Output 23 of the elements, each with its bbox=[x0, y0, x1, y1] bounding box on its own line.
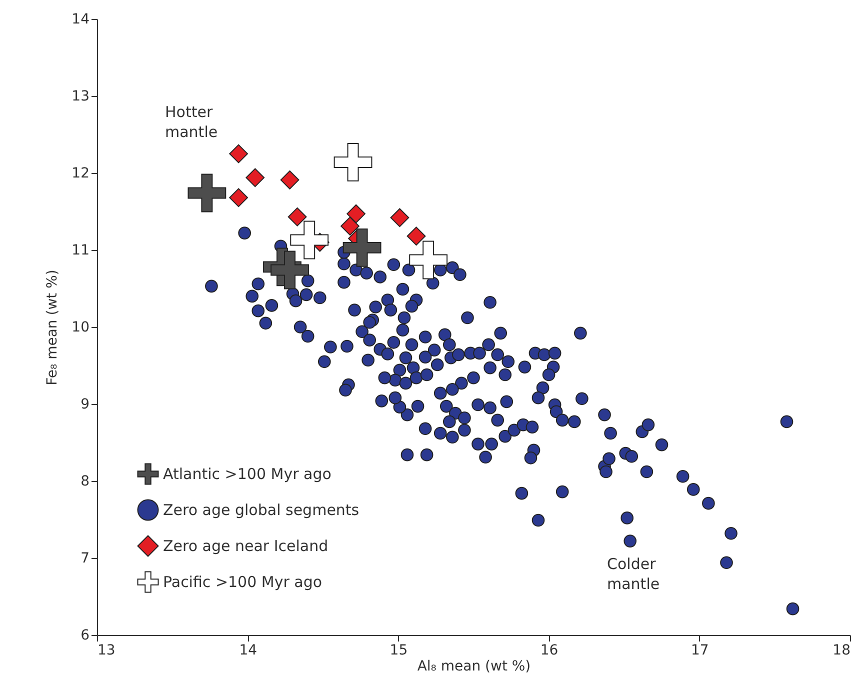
legend-label: Zero age global segments bbox=[163, 501, 360, 519]
y-tick-label: 14 bbox=[72, 12, 90, 28]
x-tick-label: 15 bbox=[390, 642, 408, 658]
y-tick-label: 13 bbox=[72, 88, 90, 104]
legend-label: Atlantic >100 Myr ago bbox=[163, 465, 332, 483]
legend-label: Zero age near Iceland bbox=[163, 537, 328, 555]
legend-label: Pacific >100 Myr ago bbox=[163, 573, 322, 591]
y-tick-label: 10 bbox=[72, 320, 90, 336]
x-tick-label: 13 bbox=[98, 642, 116, 658]
x-tick-label: 18 bbox=[832, 642, 850, 658]
x-axis-title: Al₈ mean (wt %) bbox=[417, 658, 531, 674]
x-tick-label: 17 bbox=[690, 642, 709, 658]
y-tick-label: 9 bbox=[80, 396, 90, 412]
x-tick-label: 14 bbox=[239, 642, 258, 658]
y-tick-label: 7 bbox=[80, 550, 90, 566]
annotation: Hotter mantle bbox=[165, 103, 218, 141]
x-tick-label: 16 bbox=[540, 642, 558, 658]
y-tick-label: 6 bbox=[80, 628, 90, 644]
y-tick-label: 12 bbox=[72, 166, 90, 182]
annotation: Colder mantle bbox=[607, 555, 660, 593]
y-tick-label: 11 bbox=[72, 242, 90, 258]
y-axis-title: Fe₈ mean (wt %) bbox=[44, 270, 61, 386]
y-tick-label: 8 bbox=[80, 474, 90, 490]
